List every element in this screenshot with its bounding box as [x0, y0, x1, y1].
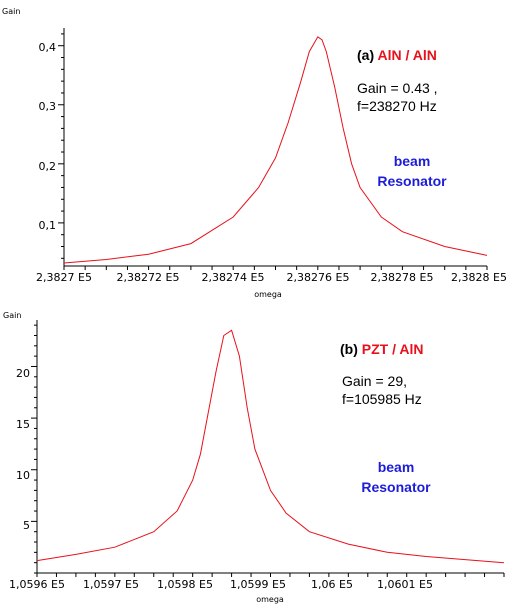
chart-a-x-tick-label-3: 2,38276 E5 — [287, 271, 350, 284]
chart-a-materials: AlN / AlN — [377, 47, 436, 63]
chart-b-device-line2: Resonator — [361, 479, 431, 495]
chart-a-y-tick-label-0: 0,1 — [39, 219, 57, 232]
chart-b-y-tick-label-2: 15 — [16, 418, 30, 431]
chart-b-label-prefix: (b) — [340, 341, 362, 357]
chart-b-materials: PZT / AlN — [362, 341, 424, 357]
chart-a-x-tick-label-5: 2,3828 E5 — [451, 271, 507, 284]
chart-b-y-ticks — [31, 324, 37, 574]
chart-a-device-line2: Resonator — [377, 173, 447, 189]
chart-b-y-axis-title: Gain — [3, 311, 21, 320]
chart-a-freq-text: f=238270 Hz — [357, 98, 437, 114]
chart-a-label-prefix: (a) — [357, 47, 377, 63]
chart-a-y-tick-label-3: 0,4 — [39, 41, 57, 54]
chart-b-x-axis-title: omega — [256, 595, 284, 604]
chart-a-y-axis-title: Gain — [2, 7, 20, 16]
chart-a-gain-text: Gain = 0.43 , — [357, 80, 438, 96]
chart-a-x-tick-label-2: 2,38274 E5 — [202, 271, 265, 284]
chart-b-annotation-title: (b) PZT / AlN — [340, 341, 423, 357]
chart-b-x-tick-label-3: 1,0599 E5 — [230, 578, 286, 591]
chart-b-x-ticks — [36, 573, 505, 577]
chart-a-x-tick-label-4: 2,38278 E5 — [371, 271, 434, 284]
chart-b-y-tick-label-1: 10 — [16, 469, 30, 482]
chart-b-x-tick-label-1: 1,0597 E5 — [83, 578, 139, 591]
chart-a-x-ticks — [63, 266, 488, 270]
chart-a-x-axis-title: omega — [254, 290, 282, 299]
chart-b-gain-text: Gain = 29, — [342, 373, 407, 389]
chart-a-annotation-title: (a) AlN / AlN — [357, 47, 437, 63]
chart-a-x-tick-label-1: 2,38272 E5 — [117, 271, 180, 284]
chart-a-x-tick-label-0: 2,3827 E5 — [36, 271, 92, 284]
chart-b-series-line — [36, 329, 505, 564]
chart-a-y-ticks — [58, 33, 64, 259]
chart-b-x-tick-label-0: 1,0596 E5 — [9, 578, 65, 591]
chart-a-y-tick-label-1: 0,2 — [39, 160, 57, 173]
chart-b-freq-text: f=105985 Hz — [342, 391, 422, 407]
chart-b-x-tick-label-5: 1,0601 E5 — [377, 578, 433, 591]
chart-a: Gain 2,3827 E5 2,38272 E5 2,38274 E5 2,3… — [2, 7, 507, 299]
chart-b-y-tick-label-0: 5 — [23, 519, 30, 532]
chart-b: Gain 1,0596 E5 1,0597 E5 1,0598 E5 1,059… — [3, 311, 505, 604]
chart-a-y-tick-label-2: 0,3 — [39, 100, 57, 113]
chart-b-y-tick-label-3: 20 — [16, 367, 30, 380]
chart-a-series-line — [63, 36, 488, 264]
chart-b-x-tick-label-4: 1,06 E5 — [311, 578, 353, 591]
chart-b-device-line1: beam — [378, 459, 415, 475]
chart-a-device-line1: beam — [394, 153, 431, 169]
chart-b-x-tick-label-2: 1,0598 E5 — [157, 578, 213, 591]
